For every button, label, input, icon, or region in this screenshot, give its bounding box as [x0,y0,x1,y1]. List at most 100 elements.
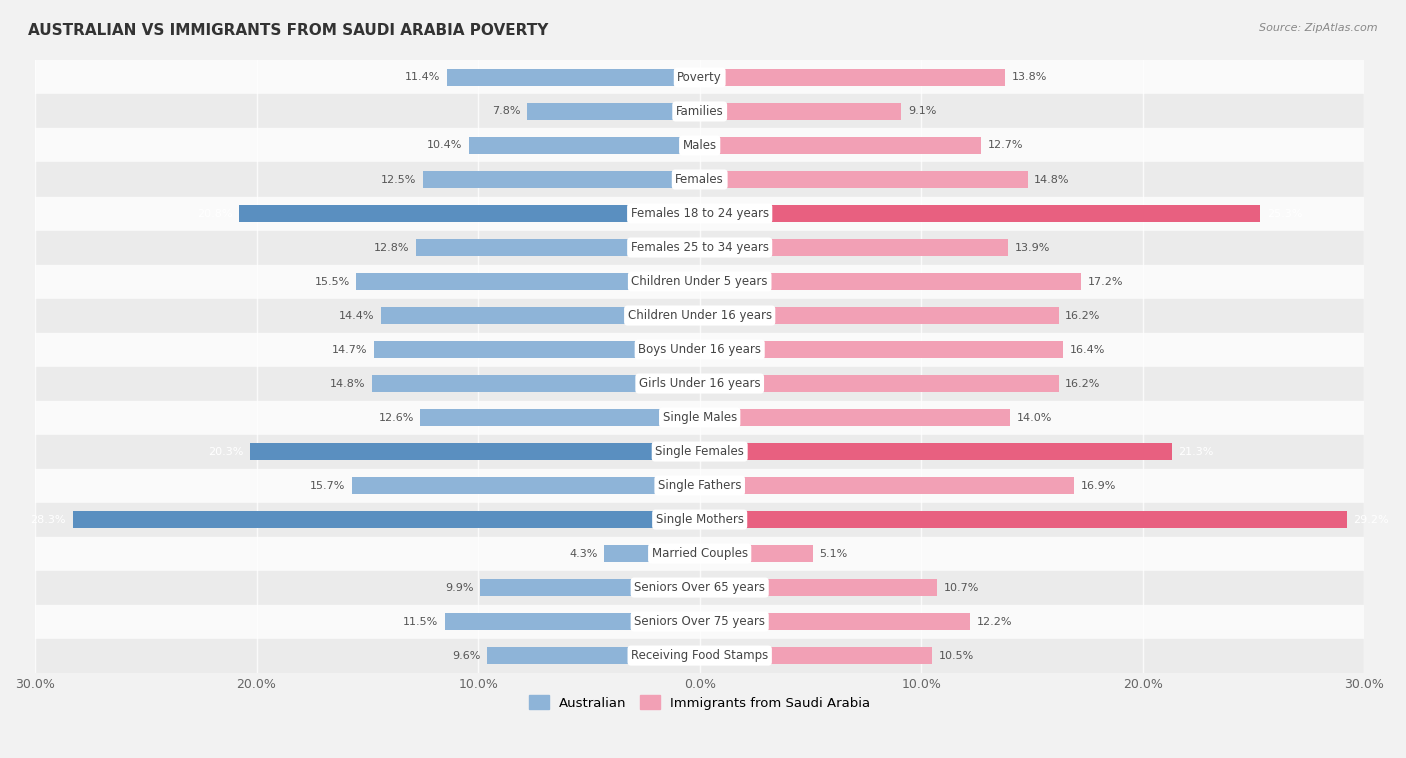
Text: 29.2%: 29.2% [1354,515,1389,525]
Text: Single Males: Single Males [662,411,737,424]
Bar [374,340,700,359]
Text: 16.2%: 16.2% [1066,311,1101,321]
Bar [35,196,1364,230]
Text: 15.7%: 15.7% [309,481,344,490]
Bar [35,605,1364,638]
Bar [35,434,1364,468]
Text: Married Couples: Married Couples [651,547,748,560]
Text: Single Fathers: Single Fathers [658,479,741,492]
Legend: Australian, Immigrants from Saudi Arabia: Australian, Immigrants from Saudi Arabia [523,691,876,715]
Bar [416,239,700,256]
Bar [356,273,700,290]
Bar [423,171,700,188]
Bar [700,239,1008,256]
Text: 16.9%: 16.9% [1081,481,1116,490]
Text: Seniors Over 75 years: Seniors Over 75 years [634,615,765,628]
Bar [35,265,1364,299]
Text: 9.1%: 9.1% [908,106,936,117]
Bar [35,129,1364,162]
Text: 13.8%: 13.8% [1012,73,1047,83]
Text: Boys Under 16 years: Boys Under 16 years [638,343,761,356]
Bar [700,545,813,562]
Bar [35,537,1364,571]
Bar [73,511,700,528]
Text: 14.4%: 14.4% [339,311,374,321]
Text: 12.8%: 12.8% [374,243,409,252]
Text: 12.5%: 12.5% [381,174,416,184]
Bar [35,400,1364,434]
Text: 20.8%: 20.8% [197,208,232,218]
Text: 28.3%: 28.3% [31,515,66,525]
Bar [700,511,1347,528]
Bar [35,95,1364,129]
Text: Children Under 16 years: Children Under 16 years [627,309,772,322]
Text: Males: Males [683,139,717,152]
Text: Single Females: Single Females [655,445,744,458]
Bar [700,307,1059,324]
Text: Poverty: Poverty [678,71,723,84]
Bar [700,612,970,631]
Bar [35,333,1364,367]
Text: 14.8%: 14.8% [1035,174,1070,184]
Bar [486,647,700,665]
Text: Girls Under 16 years: Girls Under 16 years [638,377,761,390]
Text: Families: Families [676,105,724,118]
Text: 13.9%: 13.9% [1014,243,1050,252]
Text: Females 25 to 34 years: Females 25 to 34 years [631,241,769,254]
Bar [352,477,700,494]
Bar [444,612,700,631]
Bar [35,230,1364,265]
Text: 11.4%: 11.4% [405,73,440,83]
Bar [700,136,981,155]
Bar [35,503,1364,537]
Bar [371,374,700,393]
Text: AUSTRALIAN VS IMMIGRANTS FROM SAUDI ARABIA POVERTY: AUSTRALIAN VS IMMIGRANTS FROM SAUDI ARAB… [28,23,548,38]
Text: Single Mothers: Single Mothers [655,513,744,526]
Text: 10.4%: 10.4% [427,140,463,151]
Text: 12.2%: 12.2% [977,616,1012,627]
Bar [700,171,1028,188]
Bar [700,647,932,665]
Bar [35,162,1364,196]
Bar [35,299,1364,333]
Text: Receiving Food Stamps: Receiving Food Stamps [631,649,768,662]
Bar [700,443,1171,460]
Text: 7.8%: 7.8% [492,106,520,117]
Text: 11.5%: 11.5% [404,616,439,627]
Bar [700,409,1010,427]
Text: 12.6%: 12.6% [378,412,413,422]
Text: 25.3%: 25.3% [1267,208,1302,218]
Bar [35,468,1364,503]
Bar [700,578,936,597]
Bar [700,340,1063,359]
Bar [35,367,1364,400]
Bar [605,545,700,562]
Bar [700,374,1059,393]
Text: 17.2%: 17.2% [1087,277,1123,287]
Text: 12.7%: 12.7% [988,140,1024,151]
Bar [700,102,901,121]
Bar [700,477,1074,494]
Bar [700,205,1260,222]
Text: 14.0%: 14.0% [1017,412,1052,422]
Text: Seniors Over 65 years: Seniors Over 65 years [634,581,765,594]
Text: 5.1%: 5.1% [820,549,848,559]
Text: 21.3%: 21.3% [1178,446,1213,456]
Bar [35,571,1364,605]
Text: 14.7%: 14.7% [332,345,367,355]
Text: 16.4%: 16.4% [1070,345,1105,355]
Bar [35,638,1364,672]
Bar [381,307,700,324]
Text: 14.8%: 14.8% [329,378,366,389]
Text: 15.5%: 15.5% [315,277,350,287]
Text: Source: ZipAtlas.com: Source: ZipAtlas.com [1260,23,1378,33]
Text: 9.6%: 9.6% [451,650,481,660]
Text: 10.7%: 10.7% [943,583,979,593]
Bar [700,69,1005,86]
Text: Children Under 5 years: Children Under 5 years [631,275,768,288]
Text: Females 18 to 24 years: Females 18 to 24 years [631,207,769,220]
Bar [447,69,700,86]
Bar [420,409,700,427]
Text: 9.9%: 9.9% [446,583,474,593]
Bar [470,136,700,155]
